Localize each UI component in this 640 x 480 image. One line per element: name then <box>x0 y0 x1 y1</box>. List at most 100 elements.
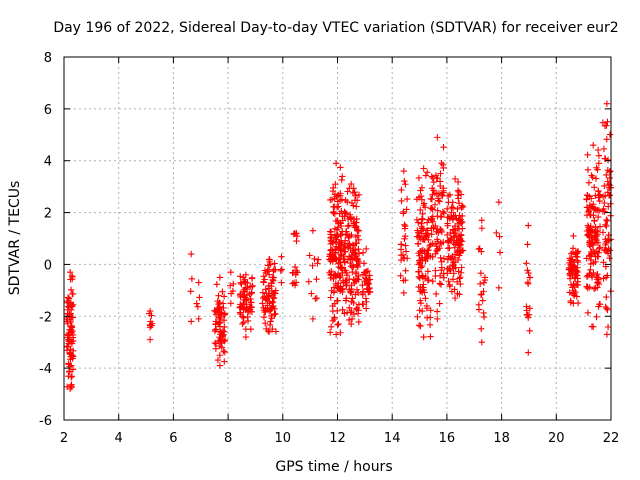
data-point <box>429 191 436 198</box>
data-point <box>456 252 463 259</box>
data-point <box>335 255 343 262</box>
data-point <box>355 236 362 244</box>
data-point <box>436 178 444 185</box>
data-point <box>329 317 337 324</box>
x-tick-labels: 2 4 6 8 10 12 14 16 18 20 22 <box>60 431 619 446</box>
data-point <box>342 231 350 238</box>
data-point <box>212 311 220 318</box>
data-point <box>416 252 423 259</box>
data-point <box>481 276 489 284</box>
data-point <box>312 295 319 302</box>
data-point <box>350 242 357 249</box>
data-point <box>348 199 356 207</box>
data-point <box>332 181 339 188</box>
data-point <box>341 208 348 215</box>
data-point <box>426 321 434 329</box>
data-point <box>402 242 409 249</box>
data-point <box>334 233 341 240</box>
data-point <box>259 289 267 296</box>
data-point <box>421 236 428 243</box>
data-point <box>270 295 278 302</box>
data-point <box>66 299 73 306</box>
data-point <box>306 252 313 259</box>
data-point <box>308 290 315 297</box>
data-point <box>594 239 602 247</box>
data-point <box>221 358 228 365</box>
data-point <box>589 174 596 181</box>
data-point <box>604 272 611 279</box>
data-point <box>433 308 441 315</box>
data-point <box>146 310 153 317</box>
data-point <box>434 315 441 323</box>
y-tick-labels: -6 -4 -2 0 2 4 6 8 <box>39 51 52 429</box>
data-point <box>585 179 593 186</box>
data-point <box>569 272 576 279</box>
data-point <box>425 246 432 254</box>
data-point <box>146 336 154 343</box>
data-point <box>570 290 577 298</box>
data-point <box>574 278 581 285</box>
data-point <box>215 300 222 308</box>
data-point <box>269 325 276 333</box>
data-point <box>428 173 435 180</box>
data-point <box>260 314 268 321</box>
data-point <box>434 207 441 214</box>
data-point <box>437 213 444 221</box>
data-point <box>249 282 256 289</box>
data-point <box>346 240 353 248</box>
data-point <box>431 201 439 208</box>
data-point <box>339 306 346 313</box>
data-point <box>327 323 335 331</box>
data-point <box>267 261 274 268</box>
data-point <box>496 233 503 240</box>
data-point <box>438 159 445 167</box>
data-point <box>418 216 426 223</box>
data-point <box>272 266 279 273</box>
data-point <box>352 233 360 241</box>
data-point <box>601 122 609 129</box>
data-point <box>583 196 590 203</box>
data-point <box>417 192 425 200</box>
data-point <box>289 280 296 287</box>
data-point <box>587 266 594 274</box>
data-point <box>435 190 443 197</box>
data-point <box>193 300 200 307</box>
grid <box>64 57 611 420</box>
data-point <box>444 222 451 229</box>
data-point <box>240 319 247 326</box>
data-point <box>212 326 219 333</box>
data-point <box>606 174 614 182</box>
data-point <box>606 168 613 176</box>
data-point <box>456 291 463 298</box>
data-point <box>603 136 610 143</box>
data-point <box>446 265 453 272</box>
data-point <box>525 222 532 229</box>
data-point <box>334 297 341 304</box>
data-point <box>332 331 340 338</box>
data-point <box>584 309 592 316</box>
data-point <box>524 241 531 248</box>
data-point <box>341 237 349 244</box>
data-point <box>524 280 532 288</box>
data-point <box>335 320 342 328</box>
data-point <box>596 223 604 230</box>
data-point <box>434 238 442 245</box>
data-point <box>341 243 349 251</box>
data-point <box>457 231 465 238</box>
data-point <box>603 222 610 230</box>
data-point <box>343 269 350 277</box>
y-tick-label: 0 <box>44 258 52 273</box>
data-point <box>67 286 75 294</box>
data-point <box>523 260 530 267</box>
data-point <box>68 373 75 381</box>
data-point <box>584 231 591 239</box>
data-point <box>216 362 224 369</box>
data-point <box>432 250 439 258</box>
data-point <box>424 314 431 321</box>
data-point <box>347 320 355 328</box>
data-point <box>451 294 459 302</box>
data-point <box>603 331 611 338</box>
data-point <box>216 318 224 326</box>
data-point <box>422 230 429 238</box>
data-point <box>455 195 462 202</box>
